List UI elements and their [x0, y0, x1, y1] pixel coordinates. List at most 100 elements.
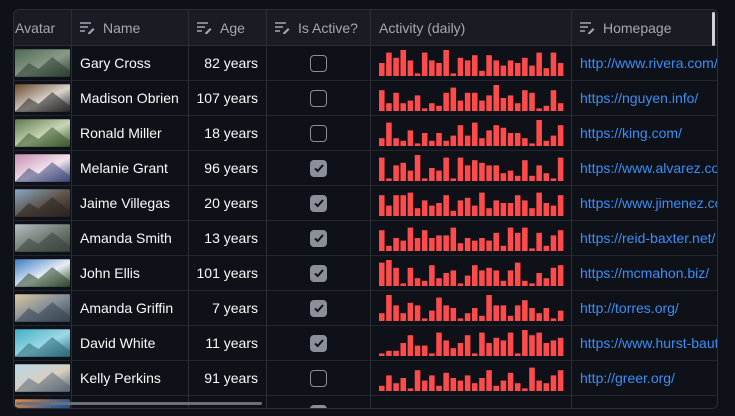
cell-homepage[interactable]: http://torres.org/ — [572, 291, 717, 326]
cell-age[interactable]: 107 years — [189, 81, 267, 116]
cell-active[interactable] — [267, 256, 371, 291]
table-row[interactable]: Kelly Perkins 91 years http://greer.org/ — [14, 361, 717, 396]
active-checkbox[interactable] — [310, 229, 327, 247]
cell-name[interactable]: Kelly Perkins — [72, 361, 189, 396]
cell-activity[interactable] — [371, 81, 572, 116]
table-row[interactable]: Jaime Villegas 20 years https://www.jimene… — [14, 186, 717, 221]
cell-age[interactable]: 7 years — [189, 291, 267, 326]
cell-name[interactable]: Gary Cross — [72, 46, 189, 81]
cell-homepage[interactable]: https://nguyen.info/ — [572, 81, 717, 116]
col-header-age[interactable]: Age — [189, 10, 267, 45]
cell-age[interactable]: 101 years — [189, 256, 267, 291]
cell-avatar[interactable] — [14, 221, 72, 256]
homepage-link[interactable]: https://mcmahon.biz/ — [580, 265, 710, 281]
cell-avatar[interactable] — [14, 116, 72, 151]
cell-avatar[interactable] — [14, 186, 72, 221]
homepage-link[interactable]: https://nguyen.info/ — [580, 90, 699, 106]
cell-age[interactable]: 91 years — [189, 361, 267, 396]
cell-homepage[interactable]: https://king.com/ — [572, 116, 717, 151]
cell-name[interactable]: Amanda Griffin — [72, 291, 189, 326]
cell-homepage[interactable]: https://www.hurst-bautista.com/ — [572, 326, 718, 361]
cell-active[interactable] — [267, 151, 371, 186]
col-header-avatar[interactable]: Avatar — [14, 10, 72, 45]
cell-age[interactable]: 82 years — [189, 46, 267, 81]
active-checkbox[interactable] — [310, 369, 327, 387]
table-row[interactable]: Amanda Griffin 7 years http://torres.org/ — [14, 291, 717, 326]
homepage-link[interactable]: http://greer.org/ — [580, 370, 675, 386]
cell-activity[interactable] — [371, 116, 572, 151]
cell-homepage[interactable]: https://reid-baxter.net/ — [572, 221, 717, 256]
cell-activity[interactable] — [371, 256, 572, 291]
cell-age[interactable]: 18 years — [189, 116, 267, 151]
cell-name[interactable]: John Ellis — [72, 256, 189, 291]
cell-homepage[interactable]: https://www.alvarez.com/ — [572, 151, 717, 186]
vertical-scrollbar[interactable] — [712, 12, 715, 46]
cell-name[interactable]: Madison Obrien — [72, 81, 189, 116]
active-checkbox[interactable] — [310, 89, 327, 107]
homepage-link[interactable]: https://www.alvarez.com/ — [580, 160, 717, 176]
cell-active[interactable] — [267, 186, 371, 221]
cell-activity[interactable] — [371, 221, 572, 256]
cell-active[interactable] — [267, 46, 371, 81]
cell-activity[interactable] — [371, 361, 572, 396]
cell-homepage[interactable]: http://greer.org/ — [572, 361, 717, 396]
active-checkbox[interactable] — [310, 334, 327, 352]
active-checkbox[interactable] — [310, 159, 327, 177]
cell-age[interactable]: 96 years — [189, 151, 267, 186]
cell-avatar[interactable] — [14, 81, 72, 116]
cell-active[interactable] — [267, 396, 371, 408]
active-checkbox[interactable] — [310, 404, 327, 408]
cell-activity[interactable] — [371, 326, 572, 361]
cell-active[interactable] — [267, 81, 371, 116]
table-row[interactable]: Madison Obrien 107 years https://nguyen.in… — [14, 81, 717, 116]
col-header-activity[interactable]: Activity (daily) — [371, 10, 572, 45]
homepage-link[interactable]: https://king.com/ — [580, 125, 682, 141]
table-row[interactable]: Gary Cross 82 years http://www.rivera.com/ — [14, 46, 717, 81]
homepage-link[interactable]: https://www.hurst-bautista.com/ — [580, 335, 718, 351]
cell-name[interactable]: Amanda Smith — [72, 221, 189, 256]
cell-homepage[interactable]: https://mcmahon.biz/ — [572, 256, 717, 291]
cell-active[interactable] — [267, 326, 371, 361]
homepage-link[interactable]: https://www.jimenez.com/ — [580, 195, 717, 211]
cell-homepage[interactable] — [572, 396, 717, 408]
cell-age[interactable] — [189, 396, 267, 408]
table-row[interactable]: Amanda Smith 13 years https://reid-baxter.… — [14, 221, 717, 256]
cell-avatar[interactable] — [14, 291, 72, 326]
cell-activity[interactable] — [371, 186, 572, 221]
cell-activity[interactable] — [371, 151, 572, 186]
cell-age[interactable]: 13 years — [189, 221, 267, 256]
cell-avatar[interactable] — [14, 46, 72, 81]
active-checkbox[interactable] — [310, 299, 327, 317]
active-checkbox[interactable] — [310, 264, 327, 282]
horizontal-scrollbar[interactable] — [16, 402, 262, 405]
table-row[interactable]: Melanie Grant 96 years https://www.alvarez… — [14, 151, 717, 186]
col-header-active[interactable]: Is Active? — [267, 10, 371, 45]
table-row[interactable]: Ronald Miller 18 years https://king.com/ — [14, 116, 717, 151]
cell-age[interactable]: 11 years — [189, 326, 267, 361]
cell-age[interactable]: 20 years — [189, 186, 267, 221]
table-row[interactable]: John Ellis 101 years https://mcmahon.biz/ — [14, 256, 717, 291]
active-checkbox[interactable] — [310, 54, 327, 72]
table-row[interactable]: David White 11 years https://www.hurst-bau… — [14, 326, 717, 361]
cell-active[interactable] — [267, 361, 371, 396]
cell-activity[interactable] — [371, 291, 572, 326]
data-grid[interactable]: Avatar Name Age Is Active? Activity (dai… — [13, 9, 718, 409]
cell-avatar[interactable] — [14, 256, 72, 291]
cell-homepage[interactable]: https://www.jimenez.com/ — [572, 186, 717, 221]
active-checkbox[interactable] — [310, 194, 327, 212]
cell-active[interactable] — [267, 291, 371, 326]
cell-avatar[interactable] — [14, 361, 72, 396]
homepage-link[interactable]: https://reid-baxter.net/ — [580, 230, 716, 246]
cell-activity[interactable] — [371, 396, 572, 408]
cell-active[interactable] — [267, 221, 371, 256]
cell-active[interactable] — [267, 116, 371, 151]
cell-avatar[interactable] — [14, 326, 72, 361]
cell-activity[interactable] — [371, 46, 572, 81]
active-checkbox[interactable] — [310, 124, 327, 142]
col-header-homepage[interactable]: Homepage — [572, 10, 717, 45]
cell-name[interactable]: Melanie Grant — [72, 151, 189, 186]
cell-name[interactable]: Jaime Villegas — [72, 186, 189, 221]
col-header-name[interactable]: Name — [72, 10, 189, 45]
homepage-link[interactable]: http://torres.org/ — [580, 300, 679, 316]
homepage-link[interactable]: http://www.rivera.com/ — [580, 55, 718, 71]
